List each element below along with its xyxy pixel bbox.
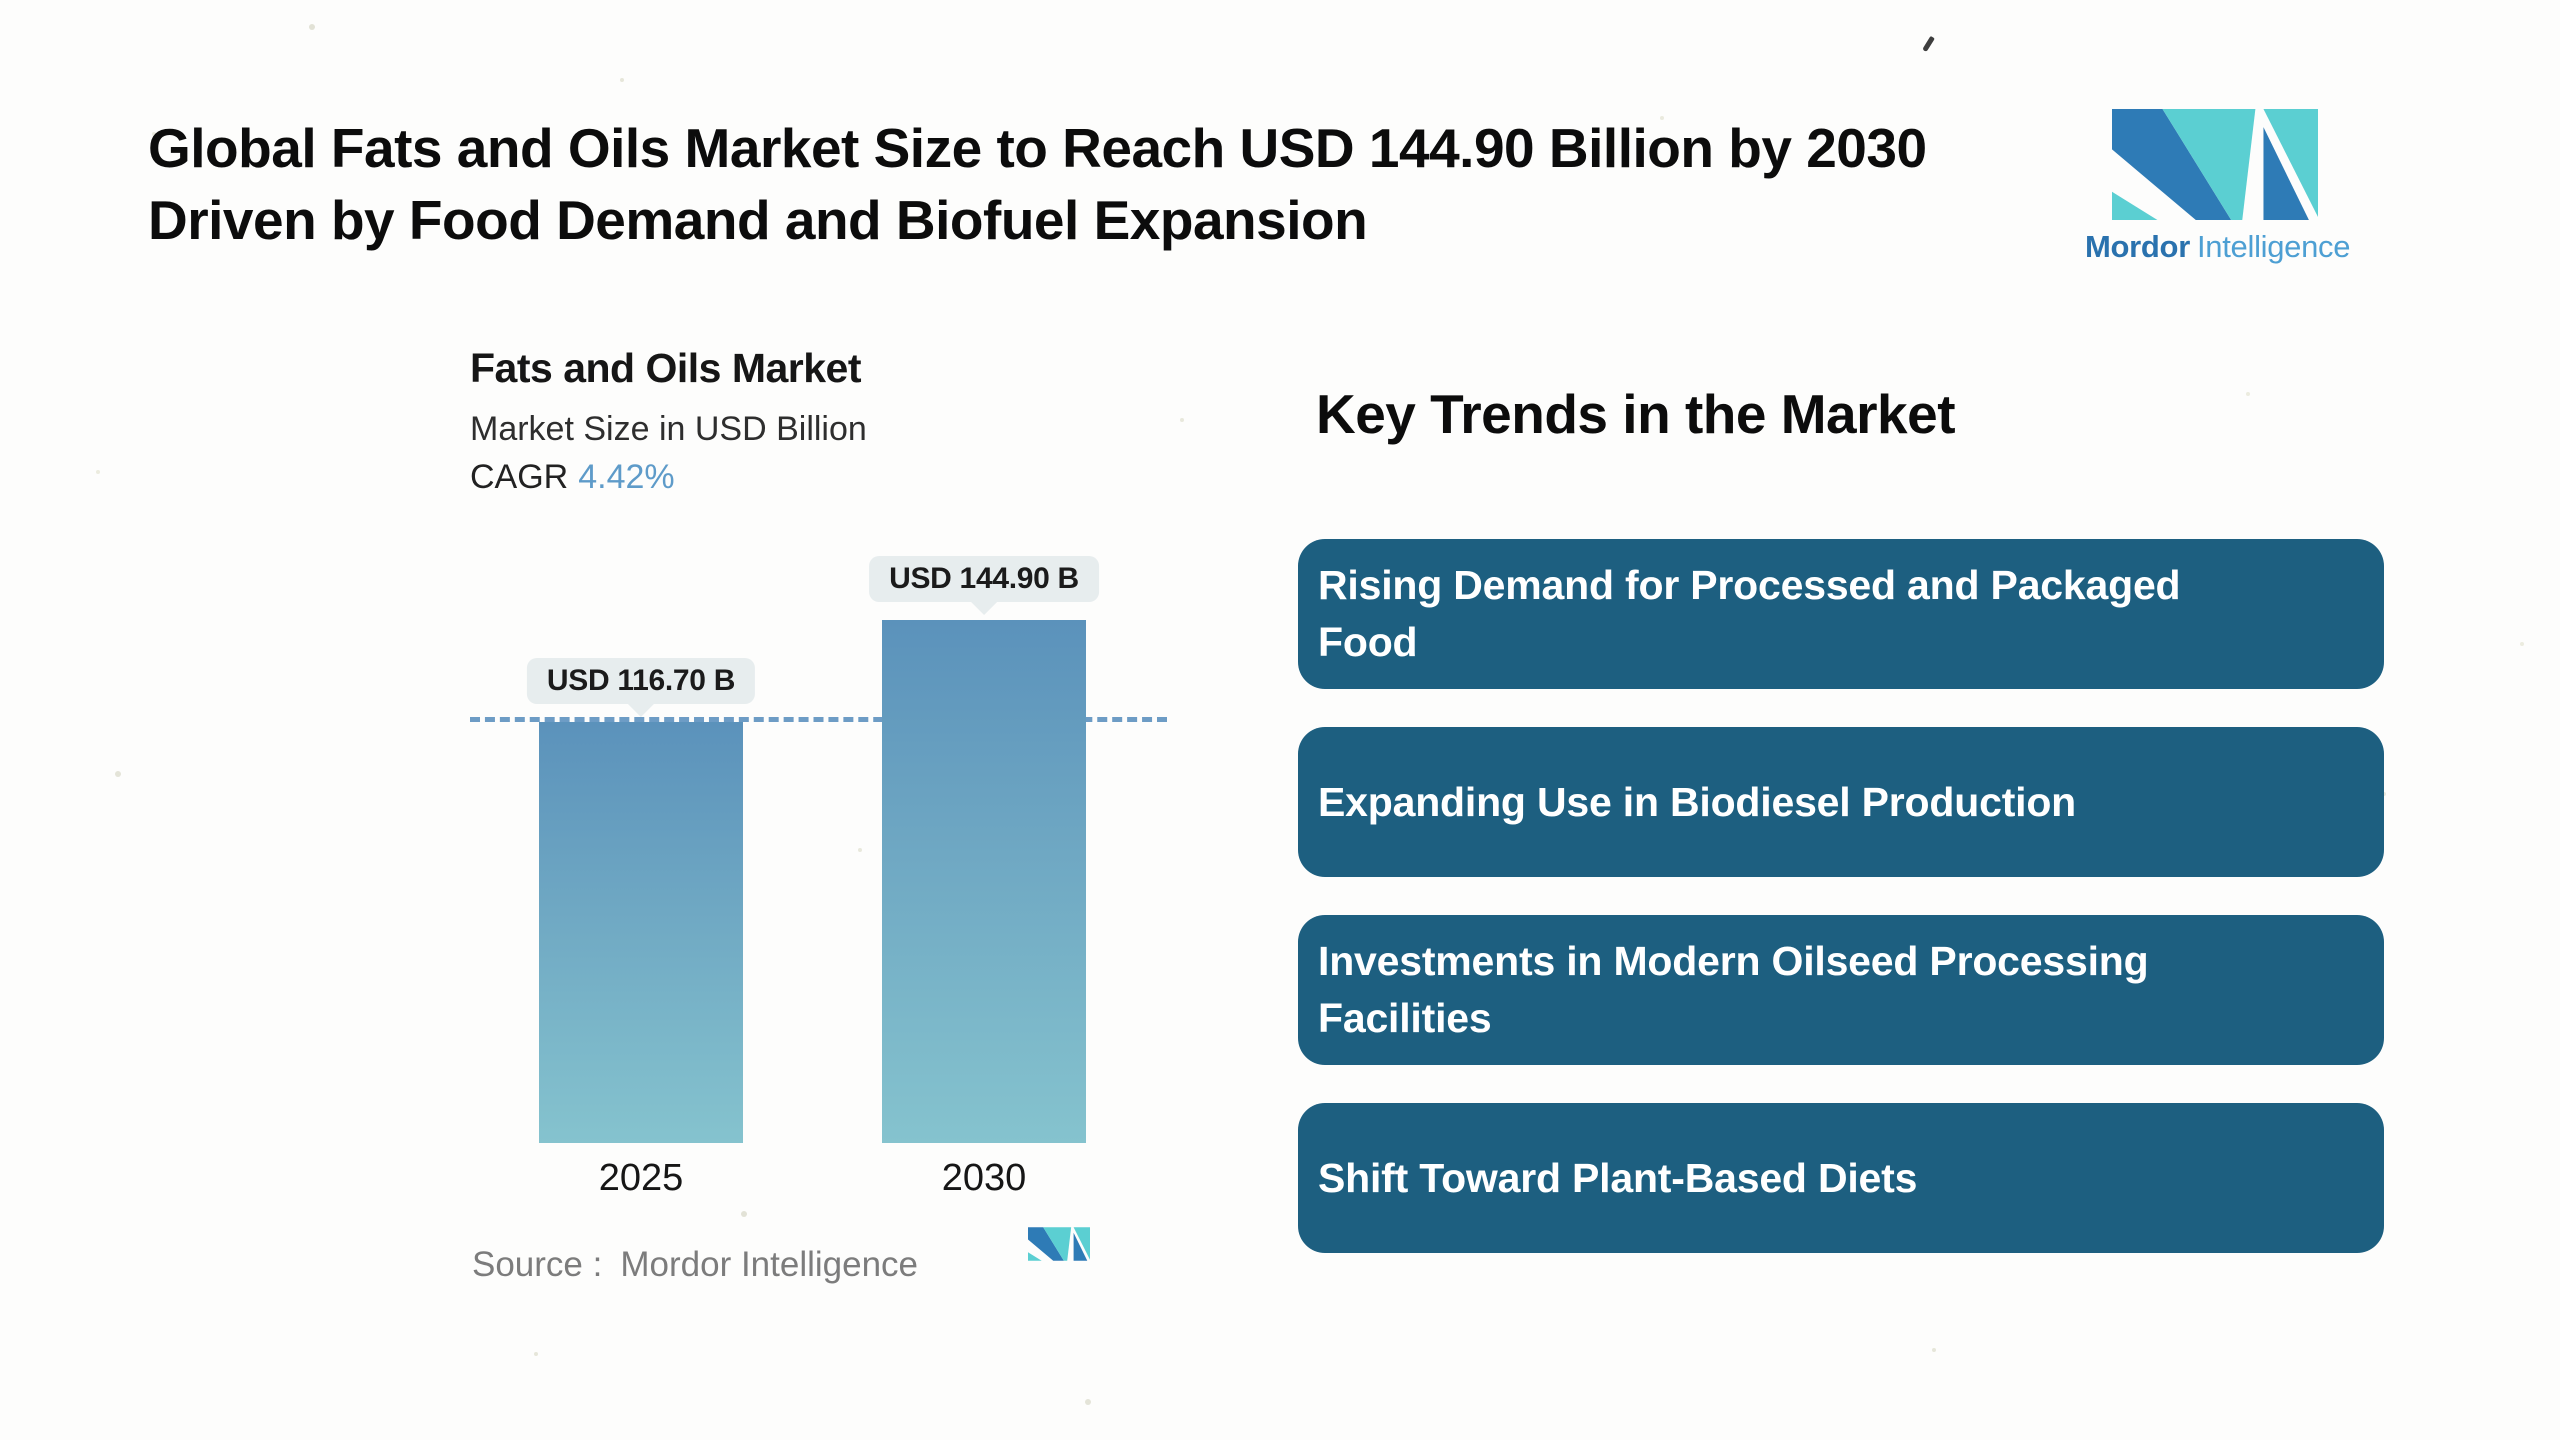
brand-name-bold: Mordor	[2085, 229, 2190, 264]
category-label-2030: 2030	[941, 1157, 1027, 1199]
trend-card-label: Expanding Use in Biodiesel Production	[1318, 778, 2077, 825]
chart-subtitle: Market Size in USD Billion	[470, 410, 867, 448]
bar-2030	[882, 620, 1086, 1143]
page-title: Global Fats and Oils Market Size to Reac…	[148, 112, 1927, 256]
trend-card-oilseed-processing: Investments in Modern Oilseed Processing…	[1298, 915, 2384, 1065]
cagr-label: CAGR	[470, 458, 569, 496]
trend-card-label: Investments in Modern Oilseed Processing…	[1318, 938, 2149, 1041]
category-label-2025: 2025	[598, 1157, 684, 1199]
brand-logo: Mordor Intelligence	[2085, 108, 2351, 265]
trend-card-label: Rising Demand for Processed and Packaged…	[1318, 562, 2181, 665]
brand-wordmark: Mordor Intelligence	[2085, 229, 2351, 265]
chart-title: Fats and Oils Market	[470, 345, 862, 391]
key-trends-list: Rising Demand for Processed and Packaged…	[1298, 539, 2384, 1291]
reference-dashed-line	[470, 717, 1167, 722]
source-attribution: Source : Mordor Intelligence	[472, 1245, 918, 1285]
chart-cagr: CAGR 4.42%	[470, 458, 675, 497]
source-label: Source :	[472, 1245, 603, 1284]
page-title-line1: Global Fats and Oils Market Size to Reac…	[148, 117, 1927, 179]
bar-group-2025: USD 116.70 B 2025	[526, 560, 756, 1199]
bar-2025	[539, 722, 743, 1143]
cagr-value: 4.42%	[578, 458, 675, 496]
mordor-logo-icon	[2112, 108, 2318, 221]
key-trends-heading: Key Trends in the Market	[1316, 383, 1956, 445]
ink-speck	[1922, 35, 1935, 53]
footer-mordor-logo-icon	[1028, 1227, 1090, 1261]
source-value: Mordor Intelligence	[620, 1245, 919, 1284]
brand-name-light: Intelligence	[2196, 229, 2351, 264]
bar-chart: USD 116.70 B 2025 USD 144.90 B 2030	[470, 556, 1170, 1199]
trend-card-biodiesel: Expanding Use in Biodiesel Production	[1298, 727, 2384, 877]
trend-card-processed-food: Rising Demand for Processed and Packaged…	[1298, 539, 2384, 689]
value-badge-2025: USD 116.70 B	[526, 658, 756, 704]
trend-card-label: Shift Toward Plant-Based Diets	[1318, 1154, 1918, 1201]
page-title-line2: Driven by Food Demand and Biofuel Expans…	[148, 189, 1368, 251]
value-badge-2030: USD 144.90 B	[869, 556, 1099, 602]
trend-card-plant-based: Shift Toward Plant-Based Diets	[1298, 1103, 2384, 1253]
bar-group-2030: USD 144.90 B 2030	[869, 556, 1099, 1199]
